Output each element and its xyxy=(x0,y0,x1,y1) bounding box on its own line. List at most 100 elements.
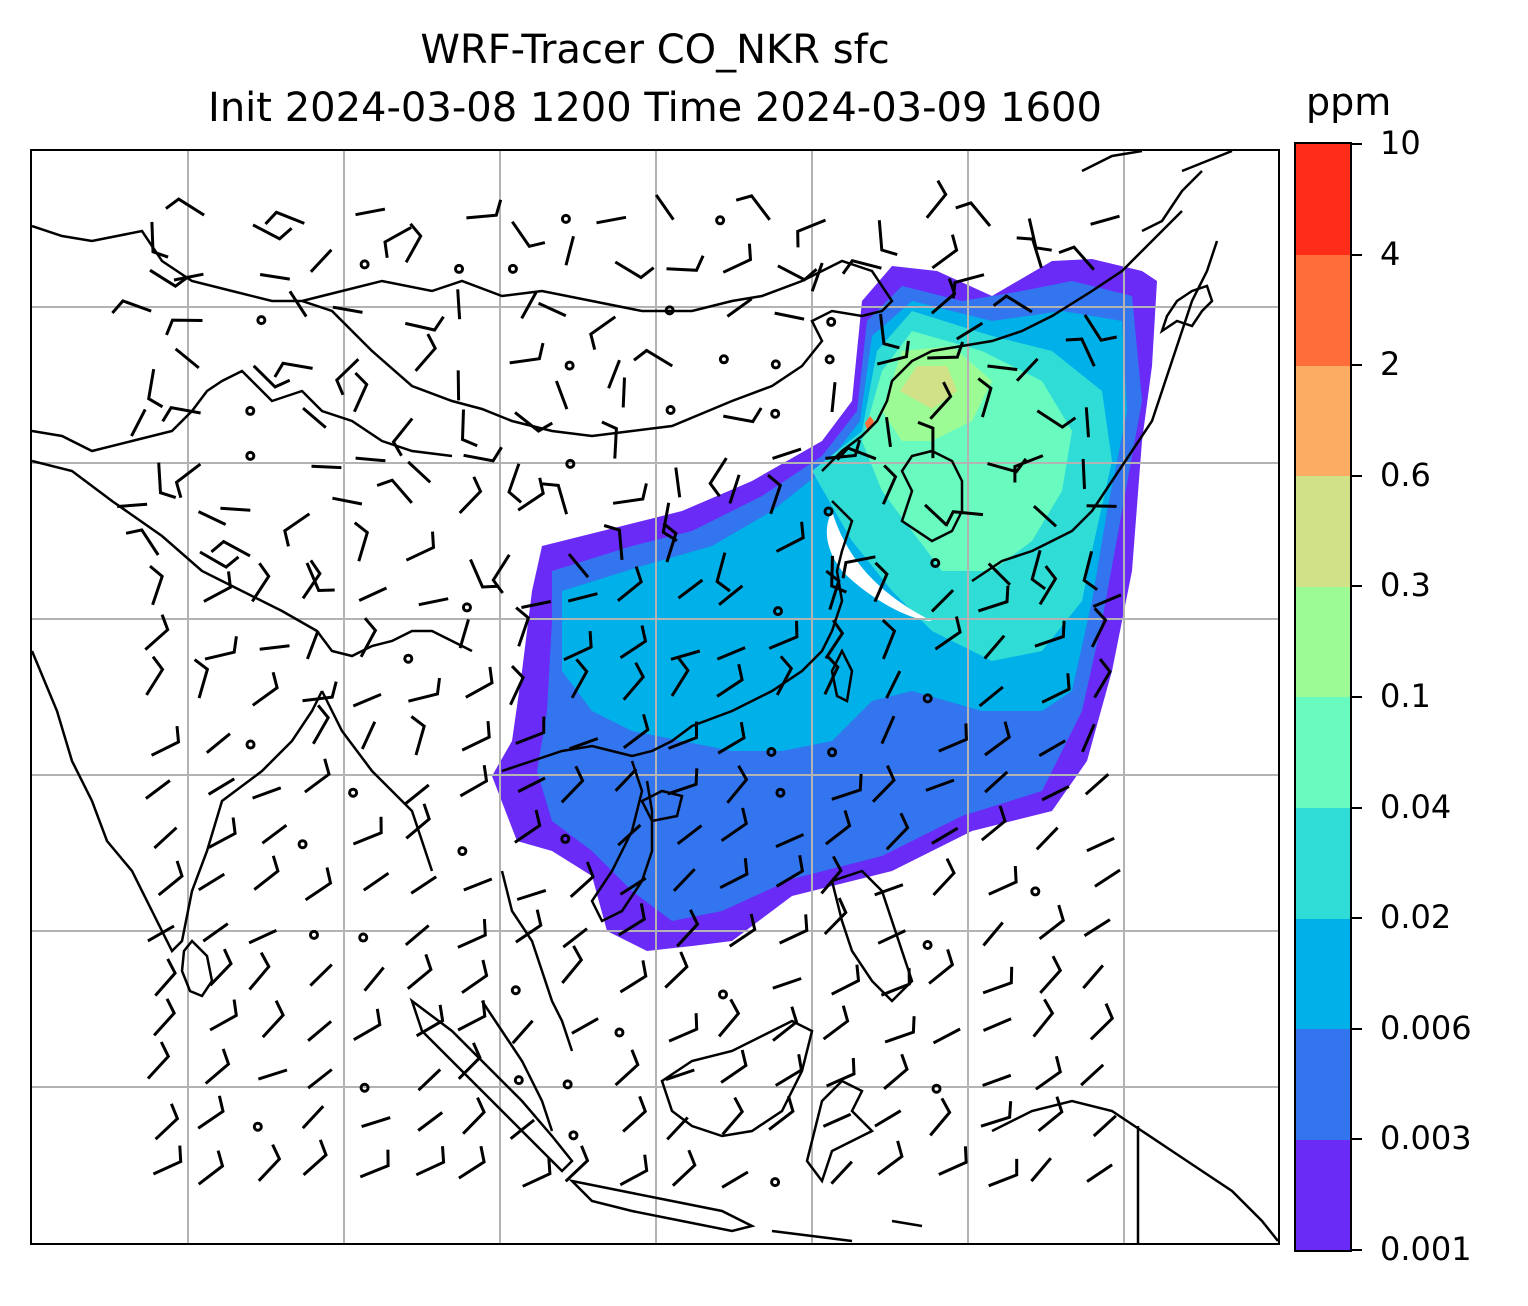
wind-barb xyxy=(992,294,1033,314)
colorbar-tick-label: 0.02 xyxy=(1380,898,1452,937)
wind-barb xyxy=(983,634,1006,660)
calm-wind-marker xyxy=(770,1177,781,1188)
wind-barb xyxy=(564,235,575,266)
wind-barb xyxy=(619,625,648,660)
colorbar-segment xyxy=(1296,697,1350,809)
wind-barb xyxy=(515,606,531,647)
colorbar-segment xyxy=(1296,1139,1350,1251)
colorbar-tick xyxy=(1352,143,1362,145)
calm-wind-marker xyxy=(562,1079,573,1090)
wind-barb xyxy=(883,1053,909,1090)
wind-barb xyxy=(561,945,584,984)
wind-barb xyxy=(304,867,333,902)
wind-barb xyxy=(404,783,430,805)
wind-barb xyxy=(457,1042,482,1080)
wind-barb xyxy=(252,223,293,241)
colorbar-segment xyxy=(1296,918,1350,1030)
wind-barb xyxy=(720,807,748,842)
wind-barb xyxy=(165,318,203,336)
wind-barb xyxy=(458,618,470,649)
wind-barb xyxy=(130,408,147,437)
wind-barb xyxy=(355,207,386,217)
wind-barbs xyxy=(111,179,1122,1189)
wind-barb xyxy=(830,382,837,413)
wind-barb xyxy=(1092,1114,1117,1138)
colorbar-tick xyxy=(1352,364,1362,367)
wind-barb xyxy=(1058,245,1095,271)
wind-barb xyxy=(404,315,445,332)
wind-barb xyxy=(726,297,753,318)
wind-barb xyxy=(672,868,696,892)
wind-barb xyxy=(302,406,327,429)
bay-of-bengal-coast xyxy=(320,690,434,872)
wind-barb xyxy=(720,1049,748,1084)
colorbar-segment xyxy=(1296,807,1350,919)
wind-barb xyxy=(715,552,731,593)
calm-wind-marker xyxy=(827,747,838,758)
wind-barb xyxy=(932,857,956,897)
wind-barb xyxy=(1016,236,1043,269)
wind-barb xyxy=(111,299,152,314)
wind-barb xyxy=(879,313,900,350)
wind-barb xyxy=(301,1105,325,1130)
wind-barb xyxy=(825,569,841,611)
calm-wind-marker xyxy=(1030,886,1041,897)
wind-barb xyxy=(1038,739,1067,757)
lesser-sunda xyxy=(771,1219,923,1243)
calm-wind-marker xyxy=(252,1121,263,1132)
wind-barb xyxy=(667,721,698,750)
wind-barb xyxy=(173,272,204,282)
wind-barb xyxy=(1035,826,1059,851)
wind-barb xyxy=(307,1020,333,1042)
wind-barb xyxy=(152,1145,183,1176)
wind-barb xyxy=(514,411,554,433)
wind-barb xyxy=(302,1139,328,1177)
wind-barb xyxy=(931,234,959,270)
calm-wind-marker xyxy=(359,259,370,270)
wind-barb xyxy=(934,616,962,651)
wind-barb xyxy=(929,1097,952,1137)
wind-barb xyxy=(516,888,547,901)
wind-barb xyxy=(1081,458,1086,490)
wind-barb xyxy=(796,218,827,248)
wind-barb xyxy=(210,539,251,558)
calm-wind-marker xyxy=(568,1130,579,1141)
wind-barb xyxy=(614,260,655,280)
wind-barb xyxy=(614,1049,640,1087)
wind-barb xyxy=(405,531,436,562)
wind-barb xyxy=(735,194,771,221)
wind-barb xyxy=(772,447,802,460)
wind-barb xyxy=(125,528,160,556)
calm-wind-marker xyxy=(770,359,781,370)
wind-barb xyxy=(716,663,744,698)
wind-barb xyxy=(520,291,538,320)
wind-barb xyxy=(459,764,489,798)
calm-wind-marker xyxy=(766,747,777,758)
wind-barb xyxy=(458,1145,486,1180)
wind-barb xyxy=(607,359,621,389)
wind-barb xyxy=(880,715,896,745)
wind-barb xyxy=(157,462,177,500)
wind-barb xyxy=(1090,214,1120,226)
wind-barb xyxy=(209,999,238,1032)
wind-barb xyxy=(596,215,627,225)
central-asia-border xyxy=(32,369,453,458)
wind-barb xyxy=(305,562,335,593)
calm-wind-marker xyxy=(560,833,571,844)
wind-barb xyxy=(871,764,896,803)
wind-barb xyxy=(461,720,491,752)
wind-barb xyxy=(264,210,305,226)
wind-barb xyxy=(517,477,545,512)
wind-barb xyxy=(404,924,430,947)
wind-barb xyxy=(358,586,388,602)
colorbar-tick-label: 0.6 xyxy=(1380,455,1431,494)
wind-barb xyxy=(923,503,948,527)
wind-barb xyxy=(261,1000,285,1039)
wind-barb xyxy=(360,721,377,750)
map-panel xyxy=(30,149,1280,1245)
wind-barb xyxy=(359,617,378,658)
wind-barb xyxy=(1084,773,1110,796)
wind-barb xyxy=(463,446,503,463)
wind-barb xyxy=(1041,785,1070,802)
wind-barb xyxy=(612,483,648,505)
